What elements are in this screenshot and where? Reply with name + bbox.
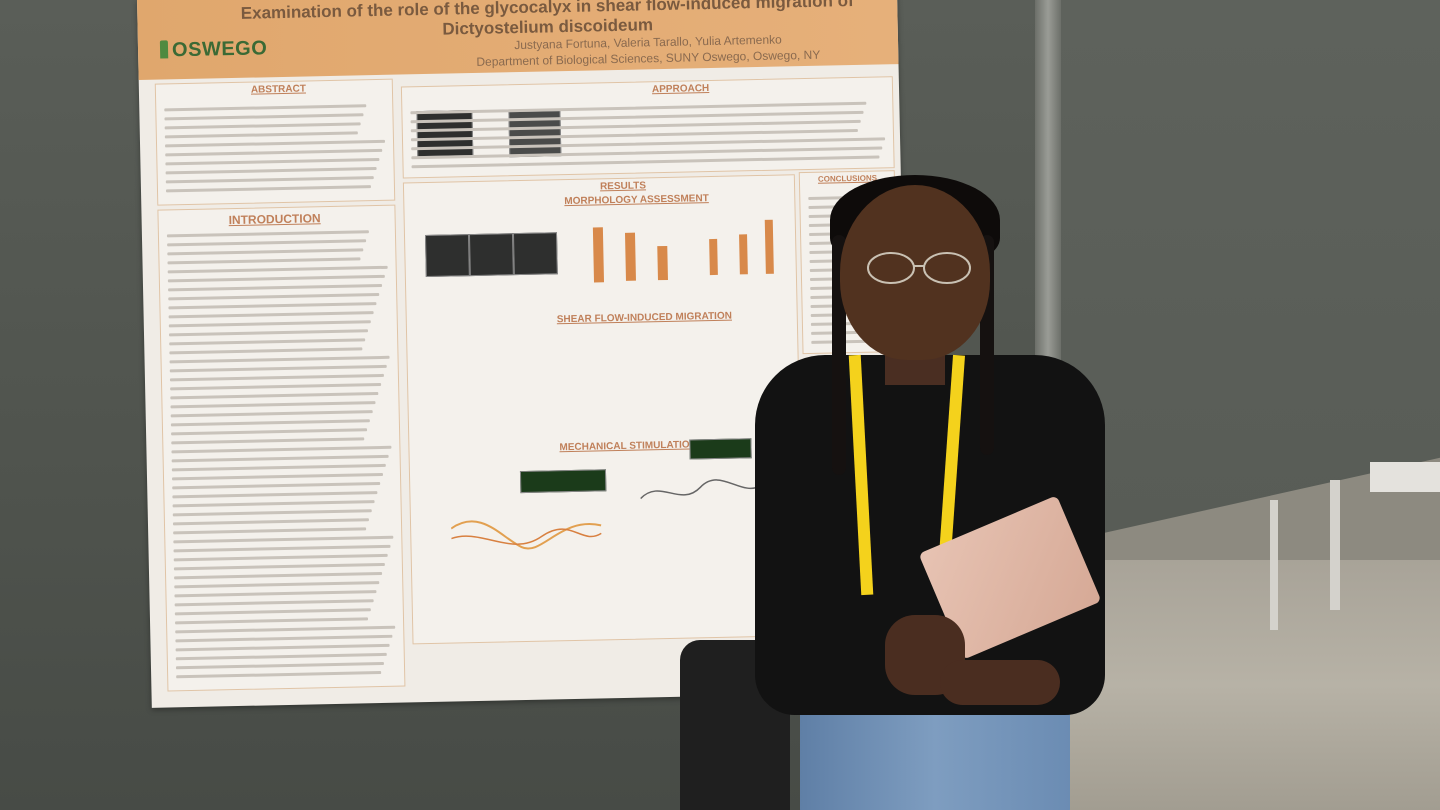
text-line	[169, 373, 384, 382]
text-line	[172, 491, 378, 499]
text-line	[168, 320, 371, 328]
face	[840, 185, 990, 360]
research-poster: Examination of the role of the glycocaly…	[137, 0, 912, 708]
shear-flow-heading: SHEAR FLOW-INDUCED MIGRATION	[556, 310, 733, 326]
text-line	[167, 265, 388, 274]
text-line	[164, 113, 364, 121]
chart-bar	[624, 232, 636, 281]
text-line	[174, 581, 380, 589]
text-line	[167, 274, 385, 283]
text-line	[164, 104, 367, 112]
text-line	[173, 527, 367, 535]
text-line	[171, 428, 368, 436]
text-line	[173, 535, 394, 544]
table-leg	[1330, 480, 1340, 610]
morphology-micrograph	[512, 232, 558, 276]
text-line	[171, 454, 389, 463]
text-line	[164, 131, 358, 139]
text-line	[170, 401, 376, 409]
morphology-heading: MORPHOLOGY ASSESSMENT	[564, 193, 709, 208]
text-line	[175, 634, 393, 643]
text-line	[172, 482, 381, 490]
approach-heading: APPROACH	[651, 83, 710, 96]
text-line	[170, 382, 382, 391]
text-line	[168, 283, 383, 292]
text-line	[166, 230, 369, 238]
text-line	[168, 292, 380, 301]
text-line	[165, 167, 377, 175]
text-line	[168, 311, 374, 319]
oswego-logo: OSWEGO	[159, 37, 268, 62]
introduction-heading: INTRODUCTION	[228, 211, 321, 228]
text-line	[165, 139, 386, 148]
text-line	[169, 338, 366, 346]
text-line	[170, 419, 370, 427]
text-line	[171, 463, 386, 472]
text-line	[168, 302, 377, 310]
migration-curve-chart	[450, 520, 602, 550]
logo-text: OSWEGO	[171, 37, 268, 62]
text-line	[172, 509, 372, 517]
text-line	[165, 176, 374, 184]
text-line	[170, 410, 373, 418]
text-line	[173, 553, 388, 562]
chart-bar	[657, 245, 668, 281]
text-line	[173, 562, 385, 571]
presenter	[740, 175, 1120, 810]
abstract-heading: ABSTRACT	[250, 83, 307, 96]
glasses-icon	[867, 252, 971, 284]
text-line	[176, 671, 382, 679]
text-line	[167, 257, 361, 265]
migration-curve-chart	[640, 479, 761, 500]
text-line	[173, 544, 391, 553]
text-line	[172, 518, 369, 526]
text-line	[164, 122, 361, 130]
table-leg	[1270, 500, 1278, 630]
text-line	[171, 445, 392, 454]
text-line	[172, 472, 384, 481]
morphology-micrograph	[468, 233, 514, 277]
text-line	[174, 599, 374, 607]
text-line	[175, 625, 396, 634]
text-line	[175, 617, 369, 625]
lighthouse-icon	[159, 40, 169, 59]
text-line	[174, 590, 377, 598]
chart-bar	[592, 227, 605, 283]
text-line	[167, 239, 367, 247]
text-line	[175, 661, 384, 670]
cell-micrograph	[416, 110, 474, 158]
text-line	[169, 347, 363, 355]
text-line	[175, 652, 387, 661]
morphology-micrograph	[424, 234, 470, 278]
text-line	[167, 248, 364, 256]
text-line	[165, 157, 380, 166]
cell-image-strip	[519, 469, 607, 494]
text-line	[165, 148, 383, 157]
results-panel: RESULTS MORPHOLOGY ASSESSMENT SHEAR FLOW…	[402, 174, 805, 645]
text-line	[165, 185, 371, 193]
abstract-panel: ABSTRACT	[154, 78, 396, 206]
text-line	[172, 500, 375, 508]
text-line	[169, 355, 390, 364]
chart-bar	[709, 238, 718, 276]
text-line	[175, 643, 390, 652]
approach-panel: APPROACH	[400, 76, 895, 179]
results-heading: RESULTS	[599, 180, 647, 193]
board-frame-post	[1035, 0, 1061, 400]
text-line	[174, 608, 371, 616]
adjacent-poster-board	[1050, 0, 1440, 545]
text-line	[169, 364, 387, 373]
hand	[940, 660, 1060, 705]
poster-header: Examination of the role of the glycocaly…	[137, 0, 899, 80]
text-line	[174, 571, 383, 580]
text-line	[170, 392, 379, 400]
introduction-panel: INTRODUCTION	[157, 204, 406, 692]
text-line	[168, 329, 369, 337]
text-line	[171, 437, 365, 445]
table-top	[1370, 462, 1440, 492]
